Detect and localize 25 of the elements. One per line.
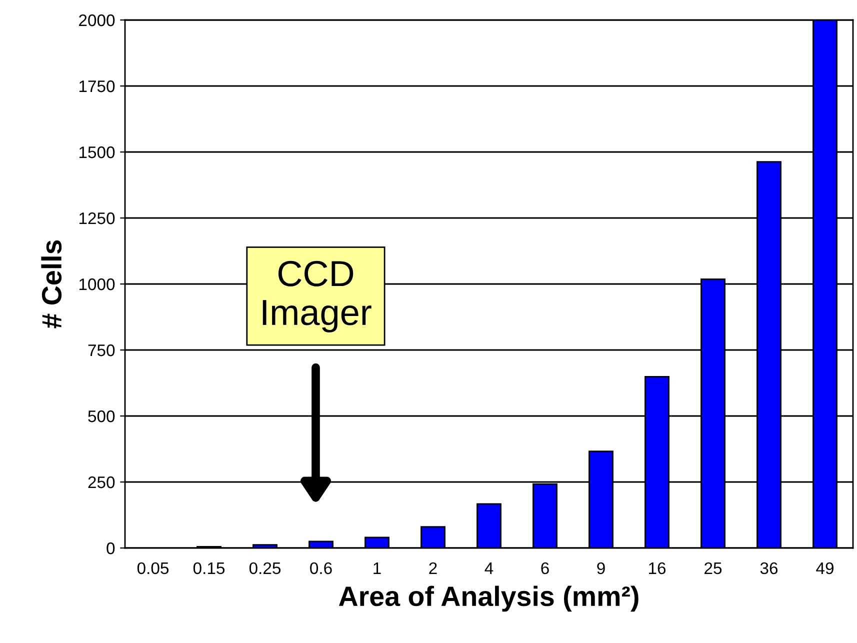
y-tick-label: 1250 bbox=[79, 212, 115, 224]
x-tick-label: 0.25 bbox=[249, 562, 281, 574]
x-tick-label: 6 bbox=[541, 562, 549, 574]
x-tick-label: 4 bbox=[484, 562, 494, 574]
y-tick-label: 750 bbox=[88, 344, 115, 356]
annotation: CCD Imager bbox=[262, 260, 372, 332]
x-axis-title: Area of Analysis (mm²) bbox=[338, 586, 638, 612]
y-tick-label: 1000 bbox=[79, 278, 115, 290]
y-tick-label: 1750 bbox=[79, 80, 115, 92]
x-tick-label: 16 bbox=[649, 562, 666, 574]
y-tick-label: 1500 bbox=[79, 146, 115, 158]
x-tick-label: 2 bbox=[429, 562, 437, 574]
y-tick-label: 2000 bbox=[79, 14, 115, 26]
x-tick-label: 25 bbox=[704, 562, 722, 574]
x-tick-label: 9 bbox=[597, 562, 605, 574]
y-tick-label: 0 bbox=[106, 542, 115, 554]
y-axis-title: # Cells bbox=[41, 240, 62, 328]
x-tick-label: 0.6 bbox=[310, 562, 332, 574]
x-tick-label: 0.15 bbox=[193, 562, 225, 574]
y-tick-label: 500 bbox=[88, 410, 115, 422]
x-tick-label: 36 bbox=[760, 562, 778, 574]
x-tick-label: 1 bbox=[374, 562, 381, 574]
x-tick-label: 49 bbox=[816, 562, 834, 574]
x-tick-label: 0.05 bbox=[137, 562, 169, 574]
y-tick-label: 250 bbox=[88, 476, 115, 488]
